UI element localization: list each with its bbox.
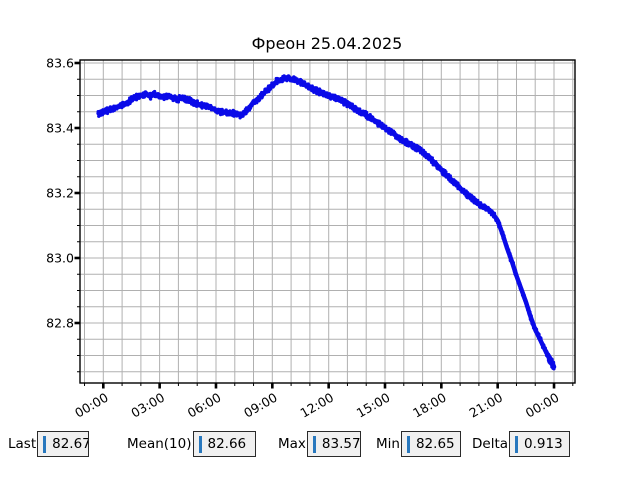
x-tick-labels: 00:00 03:00 06:00 09:00 12:00 15:00 18:00 21:00… bbox=[72, 390, 561, 421]
max-value-field[interactable]: 83.57 bbox=[306, 431, 361, 457]
status-field-last: Last 82.67 bbox=[8, 431, 90, 457]
last-value-field[interactable]: 82.67 bbox=[37, 431, 90, 457]
svg-text:82.8: 82.8 bbox=[46, 316, 74, 331]
mean-value-field[interactable]: 82.66 bbox=[192, 431, 256, 457]
svg-text:00:00: 00:00 bbox=[72, 390, 111, 421]
svg-text:06:00: 06:00 bbox=[185, 390, 224, 421]
min-value: 82.65 bbox=[415, 436, 455, 452]
min-value-field[interactable]: 82.65 bbox=[400, 431, 461, 457]
min-label: Min bbox=[376, 436, 400, 452]
svg-text:18:00: 18:00 bbox=[410, 390, 449, 421]
mean-label: Mean(10) bbox=[127, 436, 192, 452]
status-field-delta: Delta 0.913 bbox=[472, 431, 571, 457]
grid-lines bbox=[80, 60, 575, 383]
status-field-min: Min 82.65 bbox=[376, 431, 461, 457]
delta-value: 0.913 bbox=[524, 436, 563, 452]
chart-plot: Фреон 25.04.2025 00:00 03:00 06:00 09:00 12:… bbox=[46, 34, 576, 421]
text-cursor bbox=[43, 435, 47, 453]
svg-text:83.2: 83.2 bbox=[46, 186, 74, 201]
svg-text:21:00: 21:00 bbox=[466, 390, 505, 421]
max-label: Max bbox=[278, 436, 306, 452]
max-value: 83.57 bbox=[321, 436, 361, 452]
svg-text:83.4: 83.4 bbox=[46, 121, 74, 136]
delta-label: Delta bbox=[472, 436, 509, 452]
svg-text:83.0: 83.0 bbox=[46, 251, 74, 266]
status-field-mean: Mean(10) 82.66 bbox=[127, 431, 256, 457]
chart-title: Фреон 25.04.2025 bbox=[252, 34, 403, 53]
svg-text:03:00: 03:00 bbox=[128, 390, 167, 421]
text-cursor bbox=[515, 435, 519, 453]
status-field-max: Max 83.57 bbox=[278, 431, 361, 457]
text-cursor bbox=[198, 435, 202, 453]
svg-text:15:00: 15:00 bbox=[354, 390, 393, 421]
text-cursor bbox=[312, 435, 316, 453]
text-cursor bbox=[406, 435, 410, 453]
delta-value-field[interactable]: 0.913 bbox=[509, 431, 571, 457]
data-curve bbox=[96, 74, 557, 371]
svg-text:83.6: 83.6 bbox=[46, 56, 74, 71]
svg-text:00:00: 00:00 bbox=[523, 390, 562, 421]
mean-value: 82.66 bbox=[207, 436, 247, 452]
svg-text:12:00: 12:00 bbox=[297, 390, 336, 421]
svg-text:09:00: 09:00 bbox=[241, 390, 280, 421]
y-tick-labels: 82.8 83.0 83.2 83.4 83.6 bbox=[46, 56, 74, 331]
last-value: 82.67 bbox=[52, 436, 90, 452]
last-label: Last bbox=[8, 436, 37, 452]
axis-ticks bbox=[74, 61, 574, 389]
axis-frame bbox=[79, 59, 576, 384]
